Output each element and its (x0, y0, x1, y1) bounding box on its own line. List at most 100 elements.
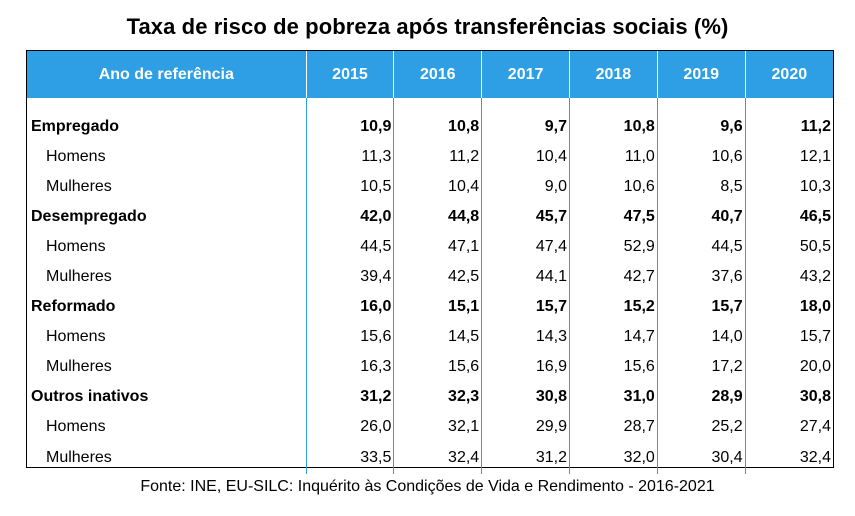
table-cell: 12,1 (799, 148, 831, 165)
table-cell: 43,2 (799, 268, 831, 285)
table-cell: 46,5 (799, 208, 831, 225)
table-cell: 16,9 (481, 352, 570, 382)
table-cell: 15,1 (393, 292, 483, 322)
table-cell: 37,6 (657, 262, 746, 292)
row-label: Mulheres (27, 442, 307, 474)
table-cell: 15,6 (393, 352, 483, 382)
table-cell: 10,6 (657, 142, 746, 172)
table-cell: 11,2 (393, 142, 483, 172)
table-cell: 28,9 (657, 382, 746, 412)
table-row-group: Reformado 16,0 15,1 15,7 15,2 15,7 18,0 (27, 292, 833, 322)
table-cell: 8,5 (657, 172, 746, 202)
table-row: Mulheres 16,3 15,6 16,9 15,6 17,2 20,0 (27, 352, 833, 382)
table-cell: 15,7 (799, 328, 831, 345)
table-row: Mulheres 39,4 42,5 44,1 42,7 37,6 43,2 (27, 262, 833, 292)
table-cell: 10,8 (393, 98, 483, 142)
row-label: Desempregado (27, 202, 307, 232)
source-note: Fonte: INE, EU-SILC: Inquérito às Condiç… (140, 478, 715, 495)
table-cell: 52,9 (569, 232, 658, 262)
table-cell: 15,7 (481, 292, 570, 322)
column-header-year: 2015 (306, 51, 395, 98)
table-row: Homens 26,0 32,1 29,9 28,7 25,2 27,4 (27, 412, 833, 442)
table-cell: 42,0 (306, 202, 395, 232)
table-cell: 44,5 (657, 232, 746, 262)
table-cell: 14,5 (393, 322, 483, 352)
table-cell: 14,7 (569, 322, 658, 352)
row-label: Mulheres (27, 262, 307, 292)
row-label: Mulheres (27, 352, 307, 382)
table-title: Taxa de risco de pobreza após transferên… (126, 14, 729, 39)
table-cell: 44,1 (481, 262, 570, 292)
table-cell: 15,7 (657, 292, 746, 322)
table-cell: 32,1 (393, 412, 483, 442)
poverty-rate-table: Ano de referência 2015 2016 2017 2018 20… (27, 51, 833, 474)
column-header-year: 2019 (657, 51, 746, 98)
table-cell: 44,8 (393, 202, 483, 232)
table-cell: 17,2 (657, 352, 746, 382)
table-cell: 15,6 (569, 352, 658, 382)
table-cell: 25,2 (657, 412, 746, 442)
table-cell: 42,7 (569, 262, 658, 292)
row-label: Homens (27, 142, 307, 172)
table-cell: 32,4 (393, 442, 483, 474)
table-cell: 29,9 (481, 412, 570, 442)
table-cell: 30,8 (481, 382, 570, 412)
table-cell: 33,5 (306, 442, 395, 474)
table-cell: 10,4 (481, 142, 570, 172)
row-label: Empregado (27, 98, 307, 142)
table-row: Mulheres 33,5 32,4 31,2 32,0 30,4 32,4 (27, 442, 833, 474)
row-label: Homens (27, 412, 307, 442)
table-cell: 50,5 (799, 238, 831, 255)
row-label: Mulheres (27, 172, 307, 202)
table-cell: 18,0 (799, 298, 831, 315)
table-cell: 31,2 (306, 382, 395, 412)
row-label: Homens (27, 322, 307, 352)
table-cell: 11,0 (569, 142, 658, 172)
row-label: Outros inativos (27, 382, 307, 412)
table-cell: 28,7 (569, 412, 658, 442)
table-cell: 39,4 (306, 262, 395, 292)
table-cell: 16,0 (306, 292, 395, 322)
table-cell: 30,8 (799, 388, 831, 405)
table-cell: 10,8 (569, 98, 658, 142)
table-cell: 10,5 (306, 172, 395, 202)
table-cell: 32,0 (569, 442, 658, 474)
table-cell: 14,0 (657, 322, 746, 352)
table-cell: 31,0 (569, 382, 658, 412)
table-cell: 9,7 (481, 98, 570, 142)
table-header-row: Ano de referência 2015 2016 2017 2018 20… (27, 51, 833, 98)
table-cell: 31,2 (481, 442, 570, 474)
table-cell: 15,6 (306, 322, 395, 352)
row-label: Reformado (27, 292, 307, 322)
table-row: Homens 11,3 11,2 10,4 11,0 10,6 12,1 (27, 142, 833, 172)
table-cell: 40,7 (657, 202, 746, 232)
table-cell: 10,3 (799, 178, 831, 195)
table-row-group: Desempregado 42,0 44,8 45,7 47,5 40,7 46… (27, 202, 833, 232)
table-cell: 11,2 (800, 118, 831, 135)
table-cell: 32,4 (799, 449, 831, 466)
table-cell: 42,5 (393, 262, 483, 292)
table-cell: 11,3 (306, 142, 395, 172)
table-row: Homens 44,5 47,1 47,4 52,9 44,5 50,5 (27, 232, 833, 262)
table-cell: 9,6 (657, 98, 746, 142)
table-cell: 27,4 (799, 418, 831, 435)
table-cell: 44,5 (306, 232, 395, 262)
table-cell: 9,0 (481, 172, 570, 202)
table-cell: 30,4 (657, 442, 746, 474)
row-label: Homens (27, 232, 307, 262)
column-header-year: 2020 (745, 51, 833, 98)
column-header-reference-year: Ano de referência (27, 51, 307, 98)
column-header-year: 2018 (569, 51, 658, 98)
table-cell: 32,3 (393, 382, 483, 412)
table-row-group: Empregado 10,9 10,8 9,7 10,8 9,6 11,2 (27, 98, 833, 142)
table-cell: 45,7 (481, 202, 570, 232)
table-row-group: Outros inativos 31,2 32,3 30,8 31,0 28,9… (27, 382, 833, 412)
table-cell: 16,3 (306, 352, 395, 382)
table-cell: 10,9 (306, 98, 395, 142)
table-cell: 26,0 (306, 412, 395, 442)
table-cell: 47,5 (569, 202, 658, 232)
column-header-year: 2017 (481, 51, 570, 98)
table-cell: 10,4 (393, 172, 483, 202)
column-header-year: 2016 (393, 51, 483, 98)
table-cell: 47,4 (481, 232, 570, 262)
